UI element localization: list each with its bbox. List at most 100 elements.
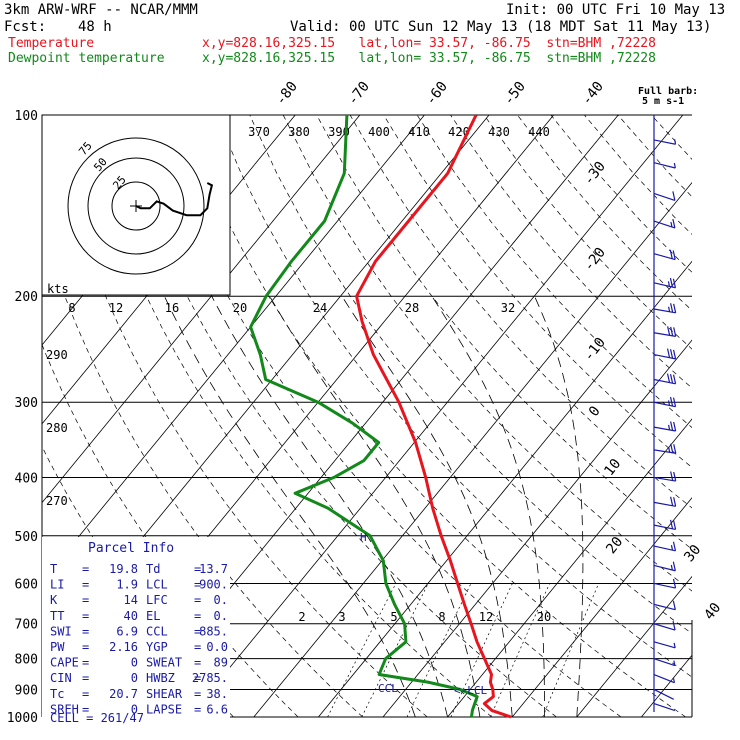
isotherm [318,260,692,718]
pressure-tick-label: 300 [15,396,38,411]
hodograph-ring [67,137,205,275]
model-title: 3km ARW-WRF -- NCAR/MMM [4,2,198,18]
mixing-ratio-label: 12 [479,610,493,624]
parcel-eq: = [82,671,89,685]
dry-adiabat [182,115,686,718]
parcel-value: 40 [124,609,138,623]
barb-flag [670,496,674,506]
parcel-label: YGP [146,640,168,654]
barb-half-flag [668,447,671,453]
parcel-value: 0.0 [206,640,228,654]
wind-barb [653,541,677,552]
theta-e-label: 420 [448,125,470,139]
barb-flag [673,444,677,454]
pressure-tick-label: 800 [15,653,38,668]
annotations: CCL <-LCL H [360,531,487,697]
wind-barb [653,688,674,700]
parcel-cell: CELL = 261/47 [50,711,144,725]
wind-barb [653,348,677,360]
dry-adiabat [115,115,557,718]
theta-e-label: 370 [248,125,270,139]
theta-label: 280 [46,421,68,435]
parcel-value: 0. [214,609,228,623]
dry-adiabat [282,115,692,592]
parcel-value: 89 [214,656,228,670]
barb-flag [672,541,677,551]
ccl-label: CCL [378,682,398,695]
barb-flag [672,250,676,260]
parcel-eq: = [194,624,201,638]
wind-barb [653,673,676,684]
barb-shaft [653,603,676,611]
valid-time: Valid: 00 UTC Sun 12 May 13 (18 MDT Sat … [290,19,712,35]
parcel-value: 0. [214,593,228,607]
mixing-ratio-line [327,583,397,718]
parcel-eq: = [194,593,201,607]
wind-barb [653,703,676,712]
parcel-eq: = [194,702,201,716]
barb-half-flag [670,221,673,228]
barb-half-flag [673,642,676,648]
parcel-eq: = [82,578,89,592]
isotherm-label: -40 [579,79,607,109]
dewpoint-profile [249,115,479,718]
barb-flag [669,277,674,288]
barb-half-flag [670,564,673,571]
barb-shaft [653,673,675,684]
wind-barb [653,326,677,337]
pressure-tick-label: 700 [15,618,38,633]
pressure-tick-label: 1000 [7,711,38,726]
forecast-hours: 48 h [78,19,112,35]
isotherm [42,115,425,583]
isotherm-label: -50 [501,79,529,109]
parcel-value: 2.16 [109,640,138,654]
barb-flag [672,397,677,407]
mixing-ratio-label: 12 [109,301,123,315]
wind-barb [653,641,676,649]
init-time: Init: 00 UTC Fri 10 May 13 [506,2,726,18]
mixing-ratio-label: 32 [501,301,515,315]
parcel-eq: = [82,593,89,607]
barb-half-flag [673,162,676,169]
wind-barb [653,249,676,261]
mixing-ratio-label: 20 [233,301,247,315]
parcel-value: 19.8 [109,562,138,576]
parcel-eq: = [82,624,89,638]
parcel-value: 1.9 [116,578,138,592]
barb-flag [673,497,677,507]
parcel-label: SHEAR [146,687,183,701]
barb-flag [672,349,677,360]
wind-barbs [653,115,677,712]
isotherm-label: -80 [273,79,301,109]
parcel-label: LCL [146,578,168,592]
parcel-eq: = [82,562,89,576]
dry-adiabat [550,115,692,273]
parcel-eq: = [194,640,201,654]
barb-flag [673,303,677,313]
barb-flag [670,326,674,337]
barb-flag [670,303,674,313]
parcel-eq: = [194,562,201,576]
barb-flag [672,218,676,229]
barb-flag [672,191,676,201]
profiles [249,115,512,719]
parcel-eq: = [82,609,89,623]
isotherm [447,418,692,718]
barb-flag [667,326,671,336]
barb-shaft [653,658,676,667]
wind-barb [653,519,677,531]
parcel-value: 20.7 [109,687,138,701]
barb-flag [672,520,677,530]
wind-barb [653,139,677,145]
parcel-label: K [50,593,58,607]
parcel-label: T [50,562,57,576]
barb-shaft [653,623,676,631]
wind-barb [653,191,676,201]
barb-legend-label: Full barb: [638,86,698,97]
lcl-label: <-LCL [454,684,487,697]
parcel-eq: = [82,656,89,670]
temperature-profile [355,115,512,719]
theta-e-label: 410 [408,125,430,139]
parcel-value: 0 [131,671,138,685]
